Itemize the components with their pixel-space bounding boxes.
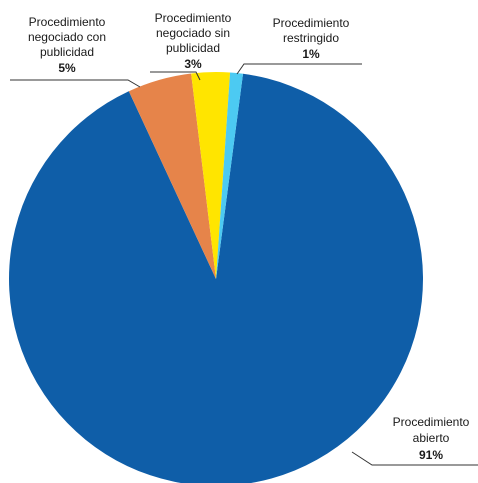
slice-negociado-con-publicidad xyxy=(128,73,216,279)
svg-text:Procedimiento: Procedimiento xyxy=(273,16,350,30)
label-procedimiento-abierto: Procedimiento abierto 91% xyxy=(393,415,470,462)
svg-text:negociado con: negociado con xyxy=(28,30,106,44)
svg-text:1%: 1% xyxy=(302,47,320,61)
pie-slices xyxy=(9,72,424,483)
svg-text:3%: 3% xyxy=(184,57,202,71)
svg-text:abierto: abierto xyxy=(413,431,450,445)
slice-restringido xyxy=(216,72,244,279)
leader-line-abierto xyxy=(351,451,478,466)
svg-text:91%: 91% xyxy=(419,448,443,462)
leader-line-negociado-sin xyxy=(150,71,201,81)
svg-text:Procedimiento: Procedimiento xyxy=(155,11,232,25)
svg-text:publicidad: publicidad xyxy=(40,45,94,59)
svg-text:negociado sin: negociado sin xyxy=(156,26,230,40)
slice-procedimiento-abierto xyxy=(9,73,424,483)
svg-text:publicidad: publicidad xyxy=(166,41,220,55)
label-restringido: Procedimiento restringido 1% xyxy=(273,16,350,61)
svg-text:5%: 5% xyxy=(58,61,76,75)
svg-text:Procedimiento: Procedimiento xyxy=(393,415,470,429)
label-negociado-con-publicidad: Procedimiento negociado con publicidad 5… xyxy=(28,15,106,75)
label-negociado-sin-publicidad: Procedimiento negociado sin publicidad 3… xyxy=(155,11,232,71)
slice-negociado-sin-publicidad xyxy=(191,72,231,279)
svg-text:restringido: restringido xyxy=(283,31,339,45)
leader-line-negociado-con xyxy=(10,79,141,88)
svg-text:Procedimiento: Procedimiento xyxy=(29,15,106,29)
leader-line-restringido xyxy=(236,63,362,75)
